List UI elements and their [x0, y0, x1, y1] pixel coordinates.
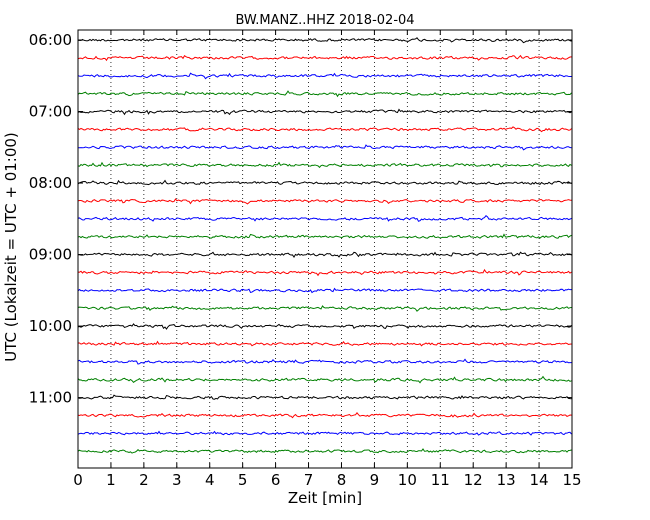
seismic-trace — [77, 375, 572, 384]
seismic-trace — [77, 215, 572, 222]
y-axis-label: UTC (Lokalzeit = UTC + 01:00) — [2, 132, 20, 362]
seismic-trace — [77, 37, 572, 44]
trace-group — [77, 37, 572, 454]
x-tick-label: 5 — [238, 471, 248, 489]
seismic-trace — [77, 251, 572, 259]
plot-frame — [77, 29, 573, 469]
seismic-trace — [77, 54, 572, 62]
y-tick-label: 06:00 — [29, 31, 72, 49]
x-tick-label: 12 — [464, 471, 483, 489]
y-tick-label: 09:00 — [29, 246, 72, 264]
x-axis-ticks: 0 1 2 3 4 5 6 7 8 9 10 11 12 13 14 15 — [73, 30, 582, 489]
y-tick-label: 11:00 — [29, 389, 72, 407]
x-tick-label: 3 — [172, 471, 182, 489]
y-tick-label: 10:00 — [29, 317, 72, 335]
seismic-trace — [77, 126, 572, 133]
seismic-trace — [77, 340, 572, 347]
seismic-trace — [77, 323, 572, 330]
seismic-trace — [77, 144, 572, 151]
x-tick-label: 4 — [205, 471, 215, 489]
seismic-trace — [77, 179, 572, 186]
seismic-trace — [77, 394, 572, 400]
seismic-trace — [77, 305, 572, 312]
seismic-trace — [77, 72, 572, 80]
y-tick-label: 08:00 — [29, 174, 72, 192]
grid-lines — [110, 30, 540, 468]
seismic-trace — [77, 411, 572, 419]
x-tick-label: 2 — [139, 471, 149, 489]
x-tick-label: 13 — [497, 471, 516, 489]
x-axis-label: Zeit [min] — [288, 489, 362, 507]
seismic-trace — [77, 108, 572, 116]
seismic-trace — [77, 233, 572, 239]
x-tick-label: 11 — [431, 471, 450, 489]
y-axis-ticks: 06:00 07:00 08:00 09:00 10:00 11:00 — [29, 31, 572, 407]
seismic-trace — [77, 268, 572, 277]
seismic-trace — [77, 358, 572, 365]
x-tick-label: 14 — [530, 471, 549, 489]
seismic-trace — [77, 90, 572, 98]
x-tick-label: 15 — [562, 471, 581, 489]
x-tick-label: 9 — [370, 471, 380, 489]
seismic-trace — [77, 198, 572, 205]
x-tick-label: 7 — [304, 471, 314, 489]
x-tick-label: 8 — [337, 471, 347, 489]
x-tick-label: 6 — [271, 471, 281, 489]
seismic-trace — [77, 287, 572, 294]
seismic-trace — [77, 161, 572, 169]
y-tick-label: 07:00 — [29, 103, 72, 121]
x-tick-label: 10 — [398, 471, 417, 489]
seismic-trace — [77, 448, 572, 454]
chart-title: BW.MANZ..HHZ 2018-02-04 — [235, 13, 414, 28]
seismic-trace — [77, 430, 572, 436]
x-tick-label: 0 — [73, 471, 83, 489]
x-tick-label: 1 — [106, 471, 116, 489]
